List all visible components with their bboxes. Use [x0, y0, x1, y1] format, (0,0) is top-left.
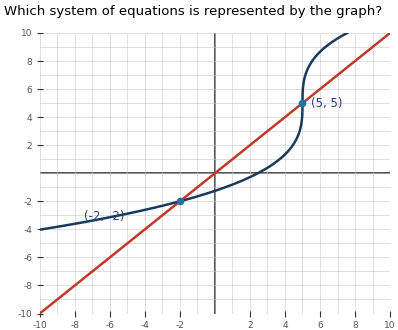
Text: (-2, -2): (-2, -2) — [84, 210, 124, 223]
Text: (5, 5): (5, 5) — [311, 97, 343, 110]
Text: Which system of equations is represented by the graph?: Which system of equations is represented… — [4, 5, 382, 18]
